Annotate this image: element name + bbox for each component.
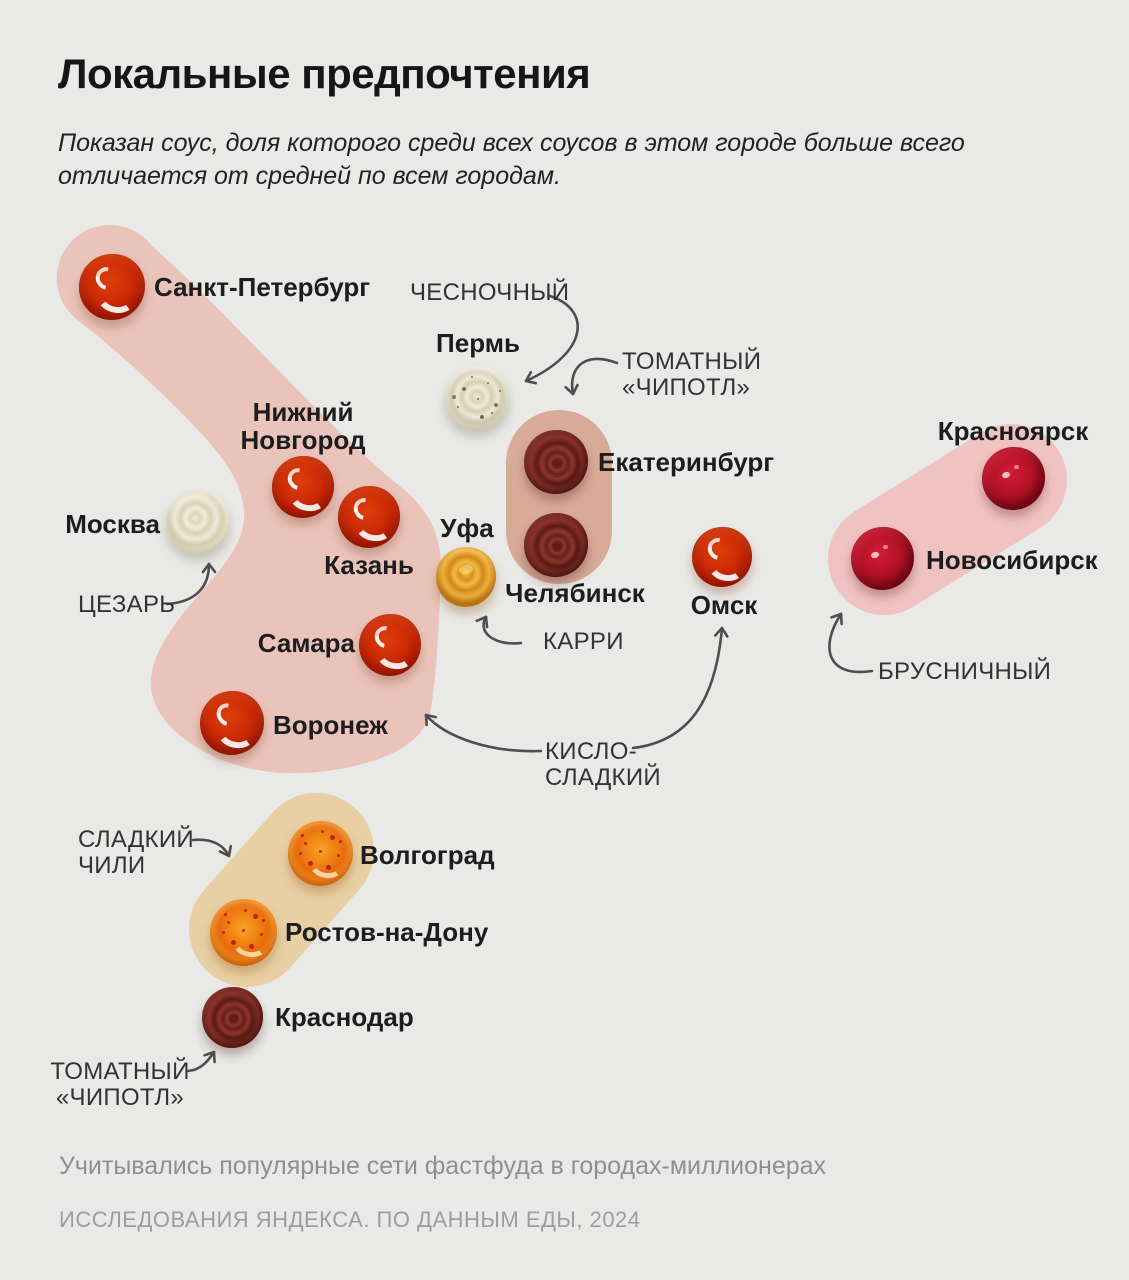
city-label-moskva: Москва: [65, 509, 160, 539]
city-label-omsk: Омск: [690, 590, 758, 620]
page-title: Локальные предпочтения: [58, 50, 591, 97]
sauce-annotation-tomato-chipotle-south: ТОМАТНЫЙ «ЧИПОТЛ»: [50, 1058, 190, 1111]
sauce-blob-chelyabinsk: [524, 513, 588, 577]
city-label-sankt-peterburg: Санкт-Петербург: [154, 272, 371, 302]
sauce-blob-krasnodar: [201, 986, 263, 1048]
arrow-chipotle-to-krasnodar: [186, 1050, 216, 1073]
sauce-blob-nizhny-novgorod: [272, 456, 334, 518]
sauce-blob-kazan: [338, 486, 400, 548]
subtitle-line-2: отличается от средней по всем городам.: [58, 162, 561, 190]
sauce-blob-sankt-peterburg: [79, 254, 145, 320]
city-label-voronezh: Воронеж: [273, 710, 388, 740]
sauce-annotation-sweet-sour: КИСЛО- СЛАДКИЙ: [545, 738, 661, 791]
city-label-nizhny-novgorod: Нижний Новгород: [240, 397, 366, 455]
sauce-blob-ufa: [436, 547, 496, 607]
sauce-blob-moskva: [166, 490, 230, 554]
sauce-blob-krasnoyarsk: [981, 446, 1045, 510]
city-label-krasnoyarsk: Красноярск: [937, 416, 1089, 446]
sauce-annotation-caesar: ЦЕЗАРЬ: [78, 591, 176, 618]
footer-note: Учитывались популярные сети фастфуда в г…: [59, 1152, 827, 1180]
sauce-annotation-garlic: ЧЕСНОЧНЫЙ: [410, 279, 570, 306]
sauce-annotation-sweet-chili: СЛАДКИЙ ЧИЛИ: [78, 826, 194, 879]
subtitle: Показан соус, доля которого среди всех с…: [58, 127, 965, 193]
sauce-blob-rostov-na-donu: [209, 898, 277, 966]
sauce-blob-volgograd: [287, 820, 353, 886]
city-label-volgograd: Волгоград: [360, 840, 495, 870]
sauce-blob-voronezh: [200, 691, 264, 755]
footer-source: ИССЛЕДОВАНИЯ ЯНДЕКСА. ПО ДАННЫМ ЕДЫ, 202…: [59, 1207, 641, 1232]
sauce-blob-perm: [445, 366, 509, 430]
arrow-garlic-to-perm: [524, 294, 579, 385]
arrow-caesar-to-moscow: [165, 562, 217, 606]
sauce-annotation-tomato-chipotle-ural: ТОМАТНЫЙ «ЧИПОТЛ»: [622, 348, 762, 401]
city-label-ekaterinburg: Екатеринбург: [598, 447, 775, 477]
city-label-chelyabinsk: Челябинск: [505, 578, 645, 608]
arrow-sweet-sour-to-region: [424, 713, 543, 753]
sauce-blob-samara: [359, 614, 421, 676]
sauce-blob-omsk: [692, 527, 752, 587]
region-sweet-sour-west: [56, 224, 442, 774]
arrow-curry-to-ufa: [475, 615, 523, 645]
city-label-kazan: Казань: [324, 550, 414, 580]
city-label-samara: Самара: [257, 628, 355, 658]
city-label-ufa: Уфа: [440, 513, 494, 543]
sauce-annotation-curry: КАРРИ: [543, 628, 624, 655]
sauce-annotation-lingonberry: БРУСНИЧНЫЙ: [878, 658, 1052, 685]
sauce-blob-ekaterinburg: [524, 430, 588, 494]
arrow-sweet-chili-to-region: [191, 838, 233, 858]
city-label-novosibirsk: Новосибирск: [926, 545, 1098, 575]
arrow-chipotle-to-ekaterinburg-region: [564, 357, 619, 396]
city-label-perm: Пермь: [436, 328, 520, 358]
city-label-rostov-na-donu: Ростов-на-Дону: [285, 917, 489, 947]
arrow-sweet-sour-to-omsk: [631, 626, 729, 750]
subtitle-line-1: Показан соус, доля которого среди всех с…: [58, 129, 965, 157]
city-label-krasnodar: Краснодар: [275, 1002, 414, 1032]
sauce-blob-novosibirsk: [850, 526, 914, 590]
arrow-lingonberry-to-region: [828, 612, 874, 674]
